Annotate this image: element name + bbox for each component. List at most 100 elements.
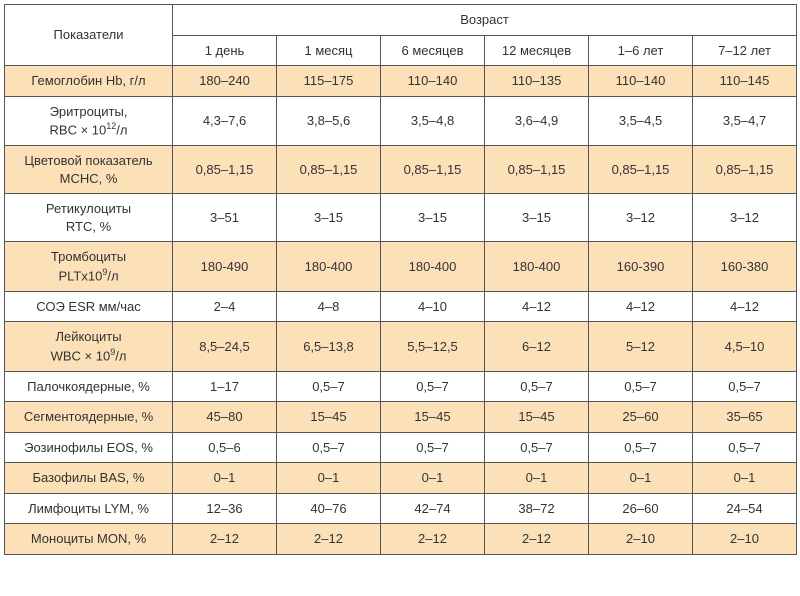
value-cell: 3,5–4,8 xyxy=(381,96,485,145)
value-cell: 3–51 xyxy=(173,194,277,242)
value-cell: 0–1 xyxy=(381,463,485,494)
row-param-label: Сегментоядерные, % xyxy=(5,402,173,433)
header-age-0: 1 день xyxy=(173,35,277,66)
value-cell: 110–140 xyxy=(381,66,485,97)
value-cell: 0,5–7 xyxy=(693,371,797,402)
value-cell: 180-490 xyxy=(173,242,277,291)
value-cell: 0,5–7 xyxy=(589,371,693,402)
row-param-label: Моноциты MON, % xyxy=(5,524,173,555)
value-cell: 15–45 xyxy=(277,402,381,433)
header-age-group: Возраст xyxy=(173,5,797,36)
value-cell: 40–76 xyxy=(277,493,381,524)
value-cell: 3–15 xyxy=(277,194,381,242)
row-param-label: Эритроциты,RBC × 1012/л xyxy=(5,96,173,145)
value-cell: 6–12 xyxy=(485,322,589,371)
value-cell: 45–80 xyxy=(173,402,277,433)
value-cell: 38–72 xyxy=(485,493,589,524)
value-cell: 0,85–1,15 xyxy=(277,146,381,194)
value-cell: 2–12 xyxy=(485,524,589,555)
value-cell: 180-400 xyxy=(485,242,589,291)
value-cell: 4–10 xyxy=(381,291,485,322)
value-cell: 0,5–7 xyxy=(277,371,381,402)
value-cell: 0–1 xyxy=(693,463,797,494)
value-cell: 0–1 xyxy=(277,463,381,494)
value-cell: 0,5–7 xyxy=(381,432,485,463)
value-cell: 0,5–7 xyxy=(589,432,693,463)
value-cell: 26–60 xyxy=(589,493,693,524)
value-cell: 4–12 xyxy=(485,291,589,322)
value-cell: 110–145 xyxy=(693,66,797,97)
value-cell: 2–12 xyxy=(173,524,277,555)
value-cell: 0,5–6 xyxy=(173,432,277,463)
value-cell: 0,85–1,15 xyxy=(589,146,693,194)
row-param-label: Цветовой показательMCHC, % xyxy=(5,146,173,194)
value-cell: 2–10 xyxy=(589,524,693,555)
row-param-label: Палочкоядерные, % xyxy=(5,371,173,402)
value-cell: 8,5–24,5 xyxy=(173,322,277,371)
value-cell: 2–12 xyxy=(277,524,381,555)
value-cell: 6,5–13,8 xyxy=(277,322,381,371)
value-cell: 0,5–7 xyxy=(277,432,381,463)
header-age-5: 7–12 лет xyxy=(693,35,797,66)
table-row: Моноциты MON, %2–122–122–122–122–102–10 xyxy=(5,524,797,555)
row-param-label: Лимфоциты LYM, % xyxy=(5,493,173,524)
value-cell: 0,85–1,15 xyxy=(693,146,797,194)
table-row: Эозинофилы EOS, %0,5–60,5–70,5–70,5–70,5… xyxy=(5,432,797,463)
value-cell: 5–12 xyxy=(589,322,693,371)
header-age-4: 1–6 лет xyxy=(589,35,693,66)
value-cell: 3,5–4,5 xyxy=(589,96,693,145)
table-row: Цветовой показательMCHC, %0,85–1,150,85–… xyxy=(5,146,797,194)
row-param-label: СОЭ ESR мм/час xyxy=(5,291,173,322)
table-row: Сегментоядерные, %45–8015–4515–4515–4525… xyxy=(5,402,797,433)
value-cell: 25–60 xyxy=(589,402,693,433)
value-cell: 0,85–1,15 xyxy=(173,146,277,194)
value-cell: 180-400 xyxy=(277,242,381,291)
value-cell: 2–10 xyxy=(693,524,797,555)
value-cell: 0,85–1,15 xyxy=(381,146,485,194)
row-param-label: Эозинофилы EOS, % xyxy=(5,432,173,463)
value-cell: 1–17 xyxy=(173,371,277,402)
value-cell: 4,3–7,6 xyxy=(173,96,277,145)
table-row: Базофилы BAS, %0–10–10–10–10–10–1 xyxy=(5,463,797,494)
value-cell: 0,5–7 xyxy=(485,371,589,402)
value-cell: 180-400 xyxy=(381,242,485,291)
value-cell: 3–12 xyxy=(693,194,797,242)
value-cell: 3,5–4,7 xyxy=(693,96,797,145)
value-cell: 42–74 xyxy=(381,493,485,524)
table-row: ЛейкоцитыWBC × 109/л8,5–24,56,5–13,85,5–… xyxy=(5,322,797,371)
table-header: Показатели Возраст 1 день 1 месяц 6 меся… xyxy=(5,5,797,66)
value-cell: 4–12 xyxy=(589,291,693,322)
value-cell: 35–65 xyxy=(693,402,797,433)
value-cell: 0–1 xyxy=(173,463,277,494)
value-cell: 4,5–10 xyxy=(693,322,797,371)
value-cell: 0,5–7 xyxy=(485,432,589,463)
row-param-label: РетикулоцитыRTC, % xyxy=(5,194,173,242)
value-cell: 4–8 xyxy=(277,291,381,322)
value-cell: 180–240 xyxy=(173,66,277,97)
header-age-2: 6 месяцев xyxy=(381,35,485,66)
value-cell: 3,8–5,6 xyxy=(277,96,381,145)
value-cell: 160-380 xyxy=(693,242,797,291)
value-cell: 3–12 xyxy=(589,194,693,242)
value-cell: 2–12 xyxy=(381,524,485,555)
table-row: Эритроциты,RBC × 1012/л4,3–7,63,8–5,63,5… xyxy=(5,96,797,145)
value-cell: 0,5–7 xyxy=(693,432,797,463)
value-cell: 2–4 xyxy=(173,291,277,322)
blood-reference-table: Показатели Возраст 1 день 1 месяц 6 меся… xyxy=(4,4,797,555)
row-param-label: Базофилы BAS, % xyxy=(5,463,173,494)
value-cell: 15–45 xyxy=(485,402,589,433)
table-row: Палочкоядерные, %1–170,5–70,5–70,5–70,5–… xyxy=(5,371,797,402)
header-age-3: 12 месяцев xyxy=(485,35,589,66)
value-cell: 110–135 xyxy=(485,66,589,97)
value-cell: 115–175 xyxy=(277,66,381,97)
value-cell: 0,5–7 xyxy=(381,371,485,402)
value-cell: 0–1 xyxy=(485,463,589,494)
value-cell: 110–140 xyxy=(589,66,693,97)
table-row: Гемоглобин Hb, г/л180–240115–175110–1401… xyxy=(5,66,797,97)
value-cell: 160-390 xyxy=(589,242,693,291)
value-cell: 0,85–1,15 xyxy=(485,146,589,194)
row-param-label: ЛейкоцитыWBC × 109/л xyxy=(5,322,173,371)
value-cell: 5,5–12,5 xyxy=(381,322,485,371)
value-cell: 24–54 xyxy=(693,493,797,524)
row-param-label: Гемоглобин Hb, г/л xyxy=(5,66,173,97)
